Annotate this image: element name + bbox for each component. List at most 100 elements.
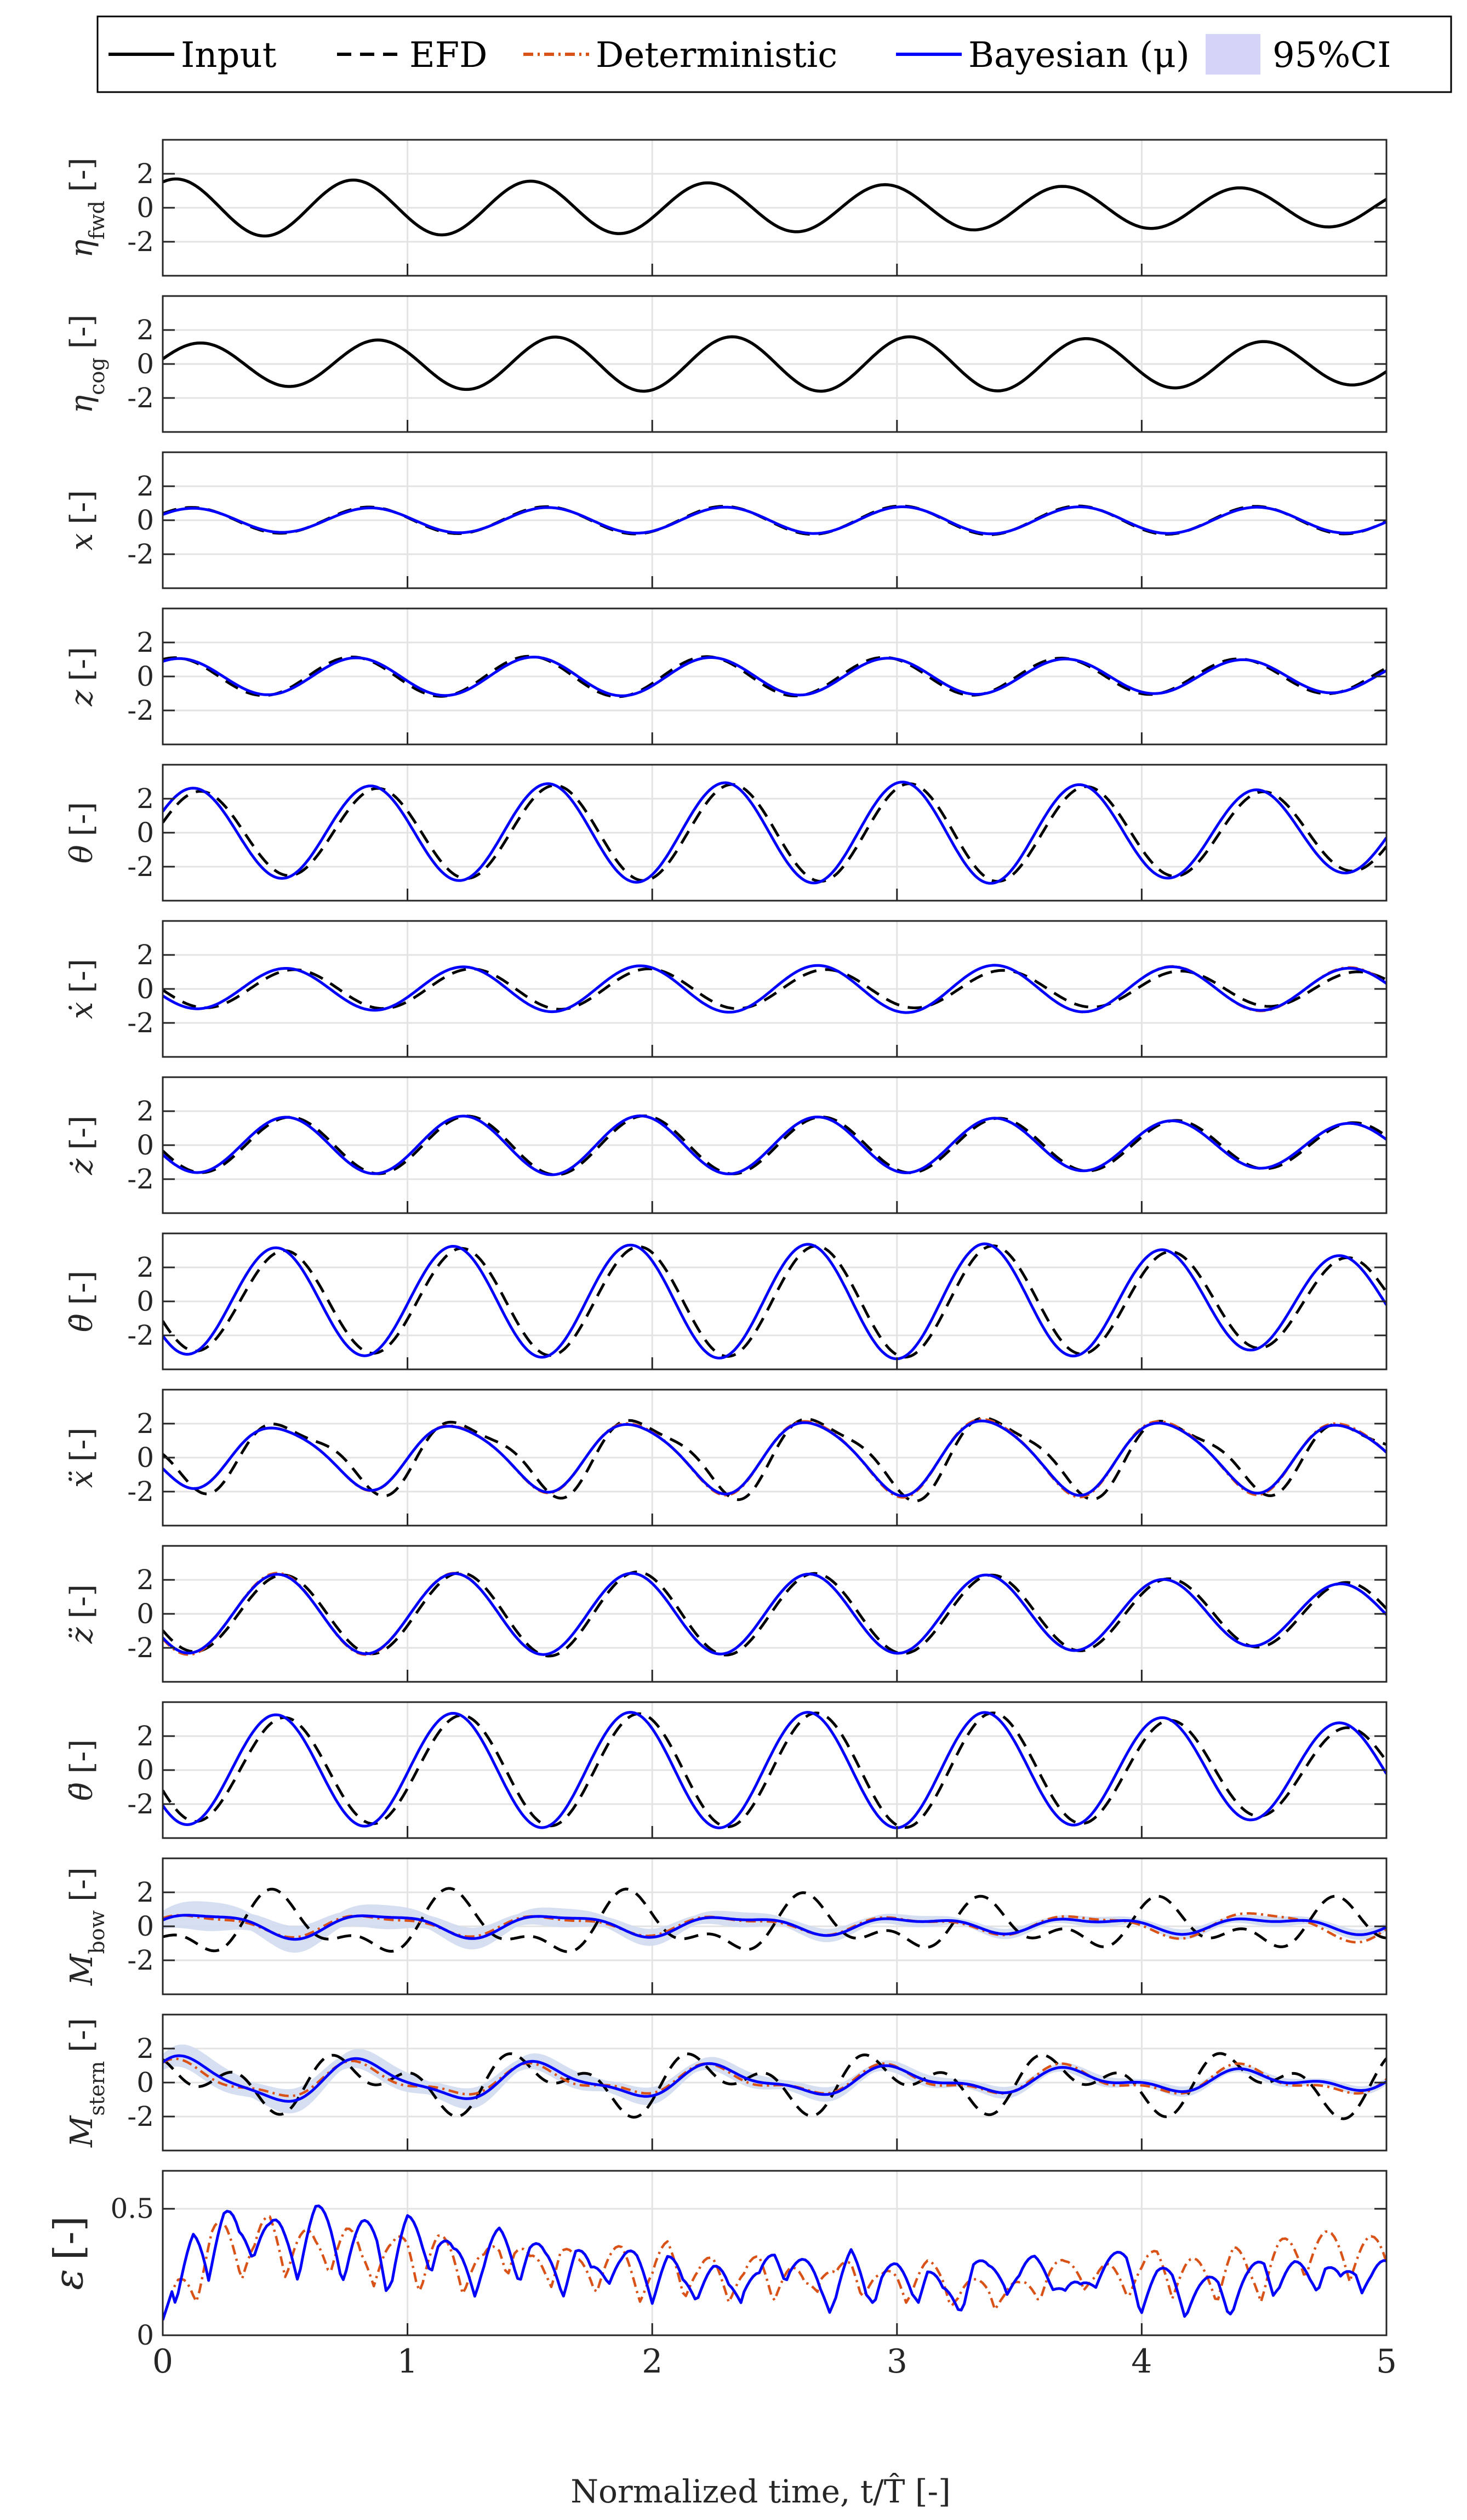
y-tick-label: 2 xyxy=(136,1876,154,1908)
y-axis-label-epsilon: ε[-] xyxy=(45,2216,92,2290)
series-bay xyxy=(163,1419,1386,1498)
series-group xyxy=(163,1711,1386,1829)
series-group xyxy=(163,1887,1386,1953)
y-tick-label: 2 xyxy=(136,314,154,346)
series-group xyxy=(163,177,1386,238)
series-group xyxy=(163,1242,1386,1361)
panel-theta: 20-2 θ[-] xyxy=(64,764,1388,902)
y-axis-label-thetaddot: θ̈[-] xyxy=(64,1739,100,1801)
series-bay xyxy=(163,1711,1386,1829)
y-axis-label-eta_cog: ηcog[-] xyxy=(64,315,109,414)
series-input xyxy=(163,335,1386,393)
series-group xyxy=(163,2204,1386,2321)
panel-zdot: 20-2 ż[-] xyxy=(64,1076,1388,1214)
panels: 20-2ηfwd[-]20-2ηcog[-]20-2x[-]20-2z[-]20… xyxy=(45,139,1397,2381)
series-efd xyxy=(163,655,1386,698)
y-axis-label-xdot: ẋ[-] xyxy=(64,959,100,1019)
series-efd xyxy=(163,967,1386,1011)
y-tick-label: -2 xyxy=(127,1788,154,1820)
legend-label-efd: EFD xyxy=(409,35,487,76)
y-tick-label: 2 xyxy=(136,939,154,971)
series-bay xyxy=(163,1242,1386,1361)
y-tick-label: -2 xyxy=(127,1163,154,1195)
y-tick-label: 0 xyxy=(136,1754,154,1786)
x-tick-label: 3 xyxy=(887,2342,907,2381)
y-tick-label: 0 xyxy=(136,2067,154,2098)
y-axis-label-M_bow: Mbow[-] xyxy=(64,1867,109,1986)
x-axis-label: Normalized time, t/T̂ [-] xyxy=(570,2472,950,2510)
y-tick-label: 2 xyxy=(136,2033,154,2064)
y-tick-label: 0 xyxy=(136,1285,154,1317)
series-group xyxy=(163,335,1386,393)
panel-xdot: 20-2 ẋ[-] xyxy=(64,920,1388,1058)
y-tick-label: 0 xyxy=(136,1442,154,1474)
series-group xyxy=(163,1571,1386,1658)
y-tick-label: 2 xyxy=(136,627,154,658)
legend-swatch-ci xyxy=(1206,34,1260,75)
y-tick-label: 0 xyxy=(136,1598,154,1630)
panel-bg xyxy=(163,2171,1386,2335)
y-tick-label: -2 xyxy=(127,1476,154,1508)
series-group xyxy=(163,655,1386,698)
y-axis-label-z: z[-] xyxy=(64,647,100,707)
panel-eta_fwd: 20-2 ηfwd[-] xyxy=(64,139,1388,277)
series-group xyxy=(163,1114,1386,1176)
legend-label-ci: 95%CI xyxy=(1272,35,1391,76)
series-bay xyxy=(163,1914,1386,1941)
series-efd xyxy=(163,2052,1386,2120)
y-tick-label: -2 xyxy=(127,851,154,883)
y-tick-label: 2 xyxy=(136,1720,154,1752)
series-det xyxy=(163,2215,1386,2320)
panel-M_stern: 20-2 Mstern[-] xyxy=(64,2013,1388,2152)
y-axis-label-zdot: ż[-] xyxy=(64,1116,100,1175)
series-group xyxy=(163,781,1386,885)
series-group xyxy=(163,1417,1386,1503)
y-tick-label: 2 xyxy=(136,1095,154,1127)
y-tick-label: 2 xyxy=(136,1408,154,1440)
series-bay xyxy=(163,781,1386,885)
panel-epsilon: 0.5 0 ε[-] 0 1 2 3 4 5 xyxy=(45,2170,1397,2381)
panel-M_bow: 20-2 Mbow[-] xyxy=(64,1857,1388,1995)
series-efd xyxy=(163,1887,1386,1953)
panel-frame xyxy=(162,2170,1388,2336)
panel-eta_cog: 20-2 ηcog[-] xyxy=(64,295,1388,433)
y-tick-label: 0 xyxy=(136,192,154,224)
y-tick-label: -2 xyxy=(127,1007,154,1039)
y-tick-label: -2 xyxy=(127,1632,154,1664)
series-bay xyxy=(163,964,1386,1014)
series-bay xyxy=(163,1114,1386,1176)
x-tick-label: 2 xyxy=(642,2342,663,2381)
series-group xyxy=(163,504,1386,536)
series-bay xyxy=(163,656,1386,697)
y-tick-label: -2 xyxy=(127,695,154,726)
y-tick-label: 0 xyxy=(136,661,154,692)
legend-label-bay: Bayesian (μ) xyxy=(968,35,1190,76)
y-tick-label: 0 xyxy=(136,1910,154,1942)
series-ci-band xyxy=(163,1901,1386,1953)
legend-label-input: Input xyxy=(181,35,277,76)
series-bay xyxy=(163,1572,1386,1656)
series-det xyxy=(163,2057,1386,2097)
y-tick-label: 0 xyxy=(136,973,154,1005)
y-tick-label: 0.5 xyxy=(110,2193,154,2225)
x-tick-label: 1 xyxy=(397,2342,418,2381)
y-axis-label-xddot: ẍ[-] xyxy=(64,1427,100,1488)
y-tick-label: -2 xyxy=(127,1319,154,1351)
series-efd xyxy=(163,1711,1386,1829)
panel-thetaddot: 20-2 θ̈[-] xyxy=(64,1701,1388,1839)
x-tick-label: 0 xyxy=(152,2342,173,2381)
y-tick-label: 0 xyxy=(136,2319,154,2351)
x-tick-label: 4 xyxy=(1131,2342,1152,2381)
y-axis-label-x: x[-] xyxy=(64,490,100,550)
series-group xyxy=(163,964,1386,1014)
y-tick-label: 0 xyxy=(136,817,154,849)
panel-xddot: 20-2 ẍ[-] xyxy=(64,1389,1388,1527)
panel-thetadot: 20-2 θ̇[-] xyxy=(64,1232,1388,1370)
panel-z: 20-2 z[-] xyxy=(64,607,1388,746)
y-tick-label: 0 xyxy=(136,1129,154,1161)
y-axis-label-zddot: z̈[-] xyxy=(64,1584,100,1644)
series-efd xyxy=(163,1244,1386,1359)
y-axis-label-M_stern: Mstern[-] xyxy=(64,2018,109,2148)
y-tick-label: -2 xyxy=(127,226,154,258)
